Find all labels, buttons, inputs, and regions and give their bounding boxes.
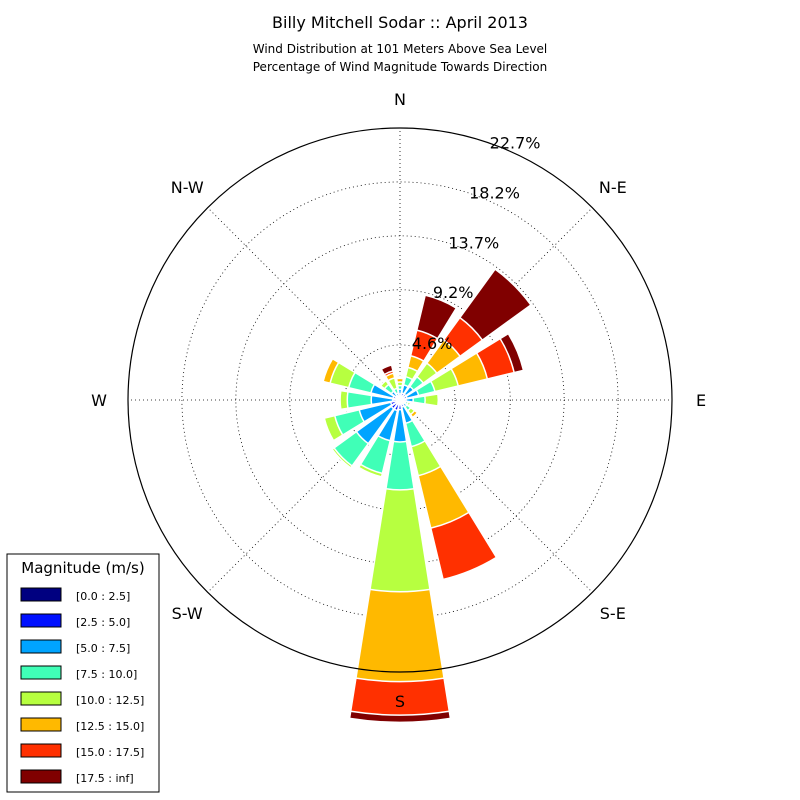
radial-tick-label-3: 18.2% [469,184,520,203]
legend-swatch-0 [20,587,62,602]
bar-sector-15-bin-0 [398,396,401,401]
legend-label-5: [12.5 : 15.0] [76,720,144,733]
legend-title: Magnitude (m/s) [21,559,144,577]
legend-label-2: [5.0 : 7.5] [76,642,130,655]
bar-sector-10-bin-2 [355,399,401,445]
direction-label-n-e: N-E [599,178,627,197]
bar-sector-13-bin-2 [370,383,401,401]
direction-label-e: E [696,391,706,410]
direction-label-n: N [394,90,406,109]
radial-tick-label-2: 13.7% [448,233,499,252]
chart-subtitle-1: Wind Distribution at 101 Meters Above Se… [253,42,548,56]
legend-swatch-1 [20,613,62,628]
bar-sector-9-bin-2 [377,399,401,442]
bar-sector-8-bin-4 [369,399,431,593]
legend-label-0: [0.0 : 2.5] [76,590,130,603]
bar-sector-8-bin-3 [385,399,415,491]
grid-spoke-s-e [399,399,593,593]
legend: Magnitude (m/s) [0.0 : 2.5] [2.5 : 5.0] [5… [6,553,160,793]
direction-label-s: S [395,692,405,711]
direction-label-n-w: N-W [171,178,204,197]
radial-tick-label-0: 4.6% [412,334,453,353]
legend-swatch-5 [20,717,62,732]
grid-spoke-n-w [207,207,401,401]
grid-ring-3 [181,181,619,619]
legend-label-4: [10.0 : 12.5] [76,694,144,707]
legend-swatch-3 [20,665,62,680]
bar-sector-11-bin-2 [358,399,401,423]
direction-label-s-e: S-E [600,604,626,623]
radial-tick-label-4: 22.7% [490,134,541,153]
bar-sector-8-bin-2 [392,399,408,443]
legend-swatch-4 [20,691,62,706]
legend-label-1: [2.5 : 5.0] [76,616,130,629]
axis-labels: N N-E E S-E S S-W W N-W 4.6% 9.2% 13.7% 18.2% 22.7% [91,90,706,711]
legend-swatch-6 [20,743,62,758]
radial-tick-label-1: 9.2% [433,283,474,302]
bar-sector-12-bin-2 [370,394,401,406]
grid-spoke-s-w [207,399,401,593]
legend-label-6: [15.0 : 17.5] [76,746,144,759]
legend-entries: [0.0 : 2.5] [2.5 : 5.0] [5.0 : 7.5] [7.5 : … [20,587,144,785]
chart-subtitle-2: Percentage of Wind Magnitude Towards Dir… [253,60,547,74]
legend-swatch-2 [20,639,62,654]
direction-label-s-w: S-W [172,604,203,623]
legend-label-7: [17.5 : inf] [76,772,134,785]
legend-swatch-7 [20,769,62,784]
chart-title: Billy Mitchell Sodar :: April 2013 [272,13,528,32]
outer-frame-circle [127,127,673,673]
legend-label-3: [7.5 : 10.0] [76,668,137,681]
wind-bars [322,268,532,723]
direction-label-w: W [91,391,107,410]
bar-sector-8-bin-1 [397,399,403,411]
